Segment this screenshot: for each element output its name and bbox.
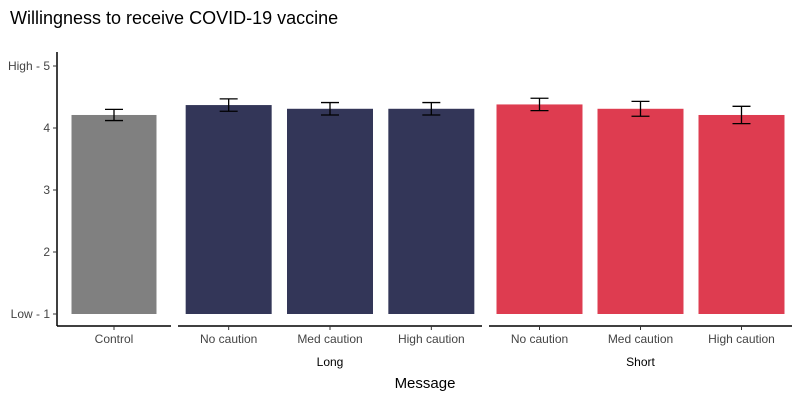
bar <box>597 108 684 314</box>
x-tick-label: High caution <box>708 332 775 346</box>
x-tick-label: No caution <box>511 332 568 346</box>
error-bar <box>321 101 339 116</box>
x-axis: Control No caution Med caution High caution… <box>57 325 792 369</box>
error-bar <box>530 97 549 112</box>
bar <box>71 114 157 314</box>
group-label: Long <box>317 355 344 369</box>
y-tick-label: High - 5 <box>8 59 50 73</box>
x-tick-label: Med caution <box>297 332 362 346</box>
error-bar <box>631 100 650 117</box>
y-tick-label: 4 <box>43 121 50 135</box>
error-bar <box>105 108 123 122</box>
x-tick-label: Med caution <box>608 332 673 346</box>
x-tick-label: No caution <box>200 332 257 346</box>
bars <box>71 97 785 314</box>
bar <box>698 114 785 314</box>
y-axis: High - 5 4 3 2 Low - 1 <box>8 52 58 326</box>
error-bar <box>219 98 238 112</box>
bar <box>388 108 475 314</box>
error-bar <box>422 101 441 116</box>
y-tick-label: Low - 1 <box>11 307 51 321</box>
bar <box>185 105 272 314</box>
y-tick-label: 2 <box>43 245 50 259</box>
x-axis-title: Message <box>395 375 456 392</box>
bar <box>287 108 373 314</box>
error-bar <box>732 105 751 125</box>
x-tick-label: High caution <box>398 332 465 346</box>
chart-title: Willingness to receive COVID-19 vaccine <box>10 8 338 28</box>
x-tick-label: Control <box>95 332 134 346</box>
group-label: Short <box>626 355 655 369</box>
bar <box>496 104 583 314</box>
y-tick-label: 3 <box>43 183 50 197</box>
